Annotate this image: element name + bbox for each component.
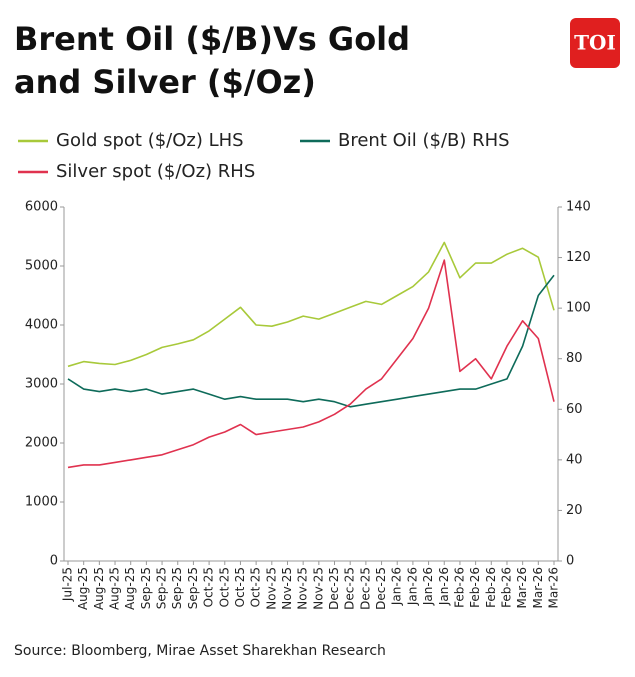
x-tick-label: Aug-25 xyxy=(123,567,137,610)
y2-tick-label: 140 xyxy=(566,200,591,215)
x-tick-label: Feb-26 xyxy=(484,567,498,608)
x-tick-label: Oct-25 xyxy=(233,567,247,607)
x-tick-label: Nov-25 xyxy=(296,567,310,610)
x-tick-label: Sep-25 xyxy=(170,567,184,609)
y2-tick-label: 100 xyxy=(566,301,591,316)
x-tick-label: Aug-25 xyxy=(92,567,106,610)
y2-tick-label: 120 xyxy=(566,250,591,265)
x-tick-label: Dec-25 xyxy=(343,567,357,610)
y2-tick-label: 0 xyxy=(566,554,574,569)
x-tick-label: Oct-25 xyxy=(217,567,231,607)
x-tick-label: Nov-25 xyxy=(311,567,325,610)
x-tick-label: Feb-26 xyxy=(468,567,482,608)
x-tick-label: Dec-25 xyxy=(374,567,388,610)
y2-tick-label: 80 xyxy=(566,351,583,366)
chart-title: Brent Oil ($/B)Vs Gold and Silver ($/Oz) xyxy=(14,20,411,101)
x-tick-label: Aug-25 xyxy=(108,567,122,610)
y2-tick-label: 20 xyxy=(566,503,583,518)
y-tick-label: 1000 xyxy=(25,495,58,510)
x-tick-label: Sep-25 xyxy=(155,567,169,609)
logo-box xyxy=(570,18,620,68)
y-tick-label: 3000 xyxy=(25,377,58,392)
x-tick-label: Nov-25 xyxy=(264,567,278,610)
x-tick-label: Jan-26 xyxy=(437,567,451,606)
x-tick-label: Jan-26 xyxy=(390,567,404,606)
x-tick-label: Feb-26 xyxy=(499,567,513,608)
x-tick-label: Jan-26 xyxy=(421,567,435,606)
x-tick-label: Aug-25 xyxy=(76,567,90,610)
x-tick-label: Feb-26 xyxy=(452,567,466,608)
source: Source: Bloomberg, Mirae Asset Sharekhan… xyxy=(14,643,386,659)
legend-label: Brent Oil ($/B) RHS xyxy=(338,130,510,151)
y-tick-label: 4000 xyxy=(25,318,58,333)
series-line xyxy=(67,241,555,368)
y-tick-label: 6000 xyxy=(25,200,58,215)
legend-label: Silver spot ($/Oz) RHS xyxy=(56,161,255,182)
x-tick-label: Nov-25 xyxy=(280,567,294,610)
y2-tick-label: 60 xyxy=(566,402,583,417)
x-tick-label: Jul-25 xyxy=(61,567,75,602)
x-tick-label: Dec-25 xyxy=(327,567,341,610)
x-tick-label: Mar-26 xyxy=(547,567,561,608)
x-tick-label: Mar-26 xyxy=(515,567,529,608)
x-tick-label: Sep-25 xyxy=(139,567,153,609)
x-tick-label: Oct-25 xyxy=(202,567,216,607)
series-line xyxy=(67,259,555,469)
x-tick-label: Oct-25 xyxy=(249,567,263,607)
x-tick-label: Mar-26 xyxy=(531,567,545,608)
y-tick-label: 0 xyxy=(50,554,58,569)
y-tick-label: 2000 xyxy=(25,436,58,451)
logo: TOI xyxy=(574,31,616,55)
y2-tick-label: 40 xyxy=(566,452,583,467)
legend-label: Gold spot ($/Oz) LHS xyxy=(56,130,244,151)
y-tick-label: 5000 xyxy=(25,259,58,274)
x-tick-label: Dec-25 xyxy=(358,567,372,610)
x-tick-label: Jan-26 xyxy=(405,567,419,606)
series-line xyxy=(67,274,555,408)
x-tick-label: Sep-25 xyxy=(186,567,200,609)
